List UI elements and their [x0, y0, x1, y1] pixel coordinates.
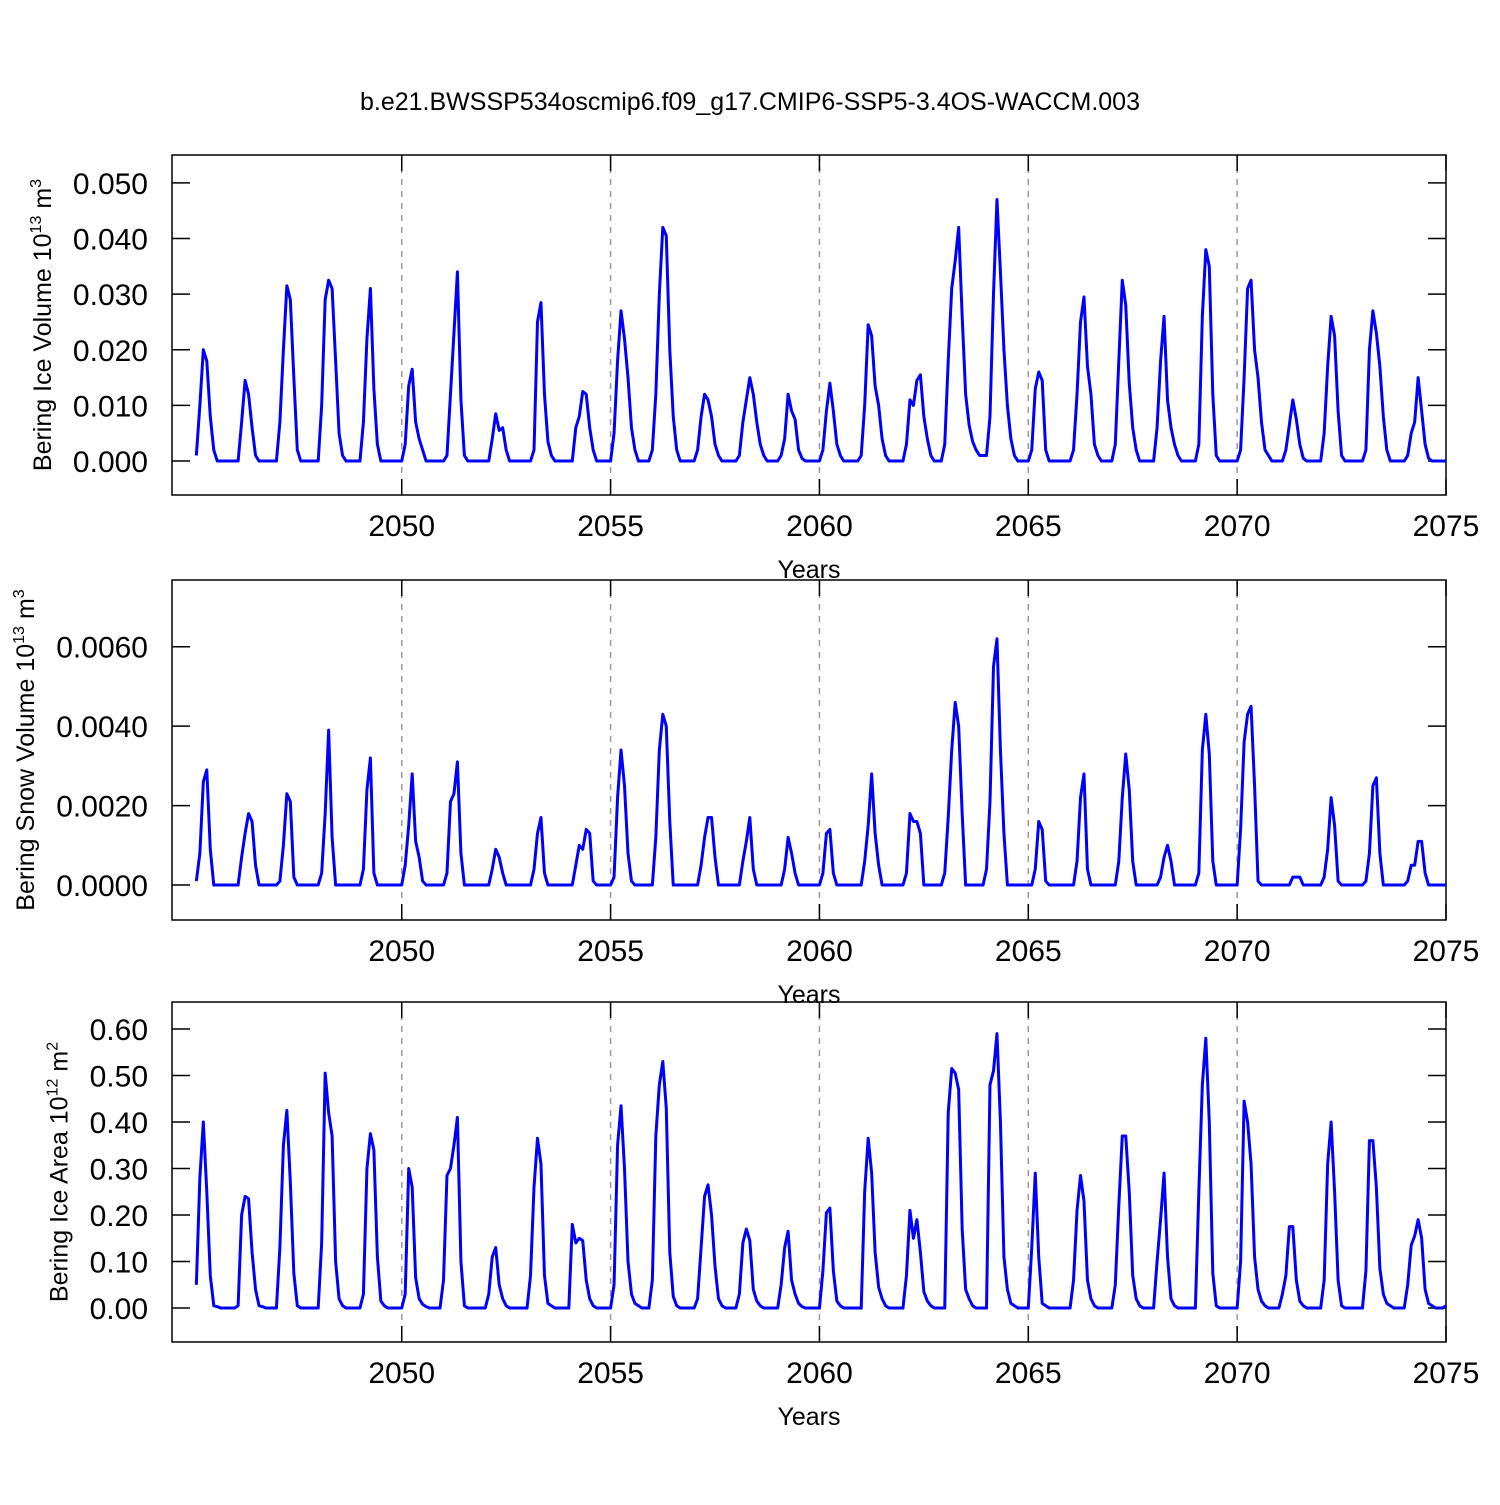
y-tick-label: 0.50	[90, 1060, 148, 1093]
y-axis-label-text: Bering Ice Area 10	[46, 1096, 74, 1302]
y-axis-label-text: Bering Ice Volume 10	[29, 233, 57, 471]
y-axis-label-unit: m	[29, 188, 57, 209]
y-tick-label: 0.60	[90, 1014, 148, 1047]
y-tick-label: 0.0060	[56, 632, 148, 665]
series	[194, 198, 1446, 463]
x-tick-label: 2050	[368, 1357, 435, 1390]
x-tick-label: 2065	[995, 935, 1062, 968]
x-tick-label: 2065	[995, 510, 1062, 543]
y-tick-label: 0.050	[73, 168, 148, 201]
y-axis-label-unit: m	[46, 1051, 74, 1072]
x-tick-label: 2055	[577, 1357, 644, 1390]
y-tick-label: 0.030	[73, 279, 148, 312]
x-tick-label: 2050	[368, 510, 435, 543]
x-tick-label: 2065	[995, 1357, 1062, 1390]
data-line	[194, 1032, 1446, 1310]
y-tick-label: 0.0020	[56, 791, 148, 824]
plot-frame	[171, 579, 1447, 921]
y-axis-label: Bering Ice Volume 1013 m3	[28, 179, 57, 471]
series	[194, 1032, 1446, 1310]
chart-title: b.e21.BWSSP534oscmip6.f09_g17.CMIP6-SSP5…	[360, 88, 1140, 116]
x-tick-label: 2060	[786, 510, 853, 543]
plot-frame	[171, 1001, 1447, 1343]
x-tick-label: 2075	[1413, 510, 1480, 543]
panel: 0.0000 0.0020 0.0040 0.0060 2050 2055 2060 2065…	[11, 579, 1480, 1009]
x-tick-label: 2055	[577, 935, 644, 968]
y-tick-label: 0.10	[90, 1247, 148, 1280]
y-axis-label: Bering Snow Volume 1013 m3	[11, 589, 40, 910]
x-tick-label: 2070	[1204, 935, 1271, 968]
x-axis-label: Years	[777, 1403, 840, 1431]
y-tick-label: 0.0040	[56, 711, 148, 744]
y-axis-label-text: Bering Snow Volume 10	[12, 644, 40, 911]
y-tick-label: 0.000	[73, 446, 148, 479]
x-tick-label: 2070	[1204, 510, 1271, 543]
y-tick-label: 0.0000	[56, 870, 148, 903]
y-axis-label-unit-exponent: 2	[45, 1042, 62, 1051]
y-axis-label-exponent: 13	[28, 216, 45, 234]
y-axis-label-exponent: 12	[45, 1079, 62, 1097]
x-tick-label: 2055	[577, 510, 644, 543]
y-tick-label: 0.040	[73, 223, 148, 256]
series	[194, 637, 1446, 887]
data-line	[194, 198, 1446, 463]
y-axis-label-unit-exponent: 3	[11, 589, 28, 598]
y-tick-label: 0.020	[73, 335, 148, 368]
y-tick-label: 0.30	[90, 1154, 148, 1187]
x-axis-label: Years	[777, 981, 840, 1009]
x-tick-label: 2060	[786, 935, 853, 968]
y-axis-label-exponent: 13	[11, 626, 28, 644]
panel: 0.000 0.010 0.020 0.030 0.040 0.050 2050 2055 20…	[28, 154, 1480, 584]
y-tick-label: 0.010	[73, 390, 148, 423]
y-axis-label-unit: m	[12, 598, 40, 619]
x-tick-label: 2075	[1413, 1357, 1480, 1390]
panel: 0.00 0.10 0.20 0.30 0.40 0.50 0.60 2050 2055 2060…	[45, 1001, 1480, 1431]
y-tick-label: 0.20	[90, 1200, 148, 1233]
y-axis-label-unit-exponent: 3	[28, 179, 45, 188]
y-axis-label: Bering Ice Area 1012 m2	[45, 1042, 74, 1302]
y-tick-label: 0.40	[90, 1107, 148, 1140]
y-tick-label: 0.00	[90, 1293, 148, 1326]
x-tick-label: 2060	[786, 1357, 853, 1390]
x-tick-label: 2075	[1413, 935, 1480, 968]
x-tick-label: 2070	[1204, 1357, 1271, 1390]
data-line	[194, 637, 1446, 887]
x-tick-label: 2050	[368, 935, 435, 968]
plot-frame	[171, 154, 1447, 496]
